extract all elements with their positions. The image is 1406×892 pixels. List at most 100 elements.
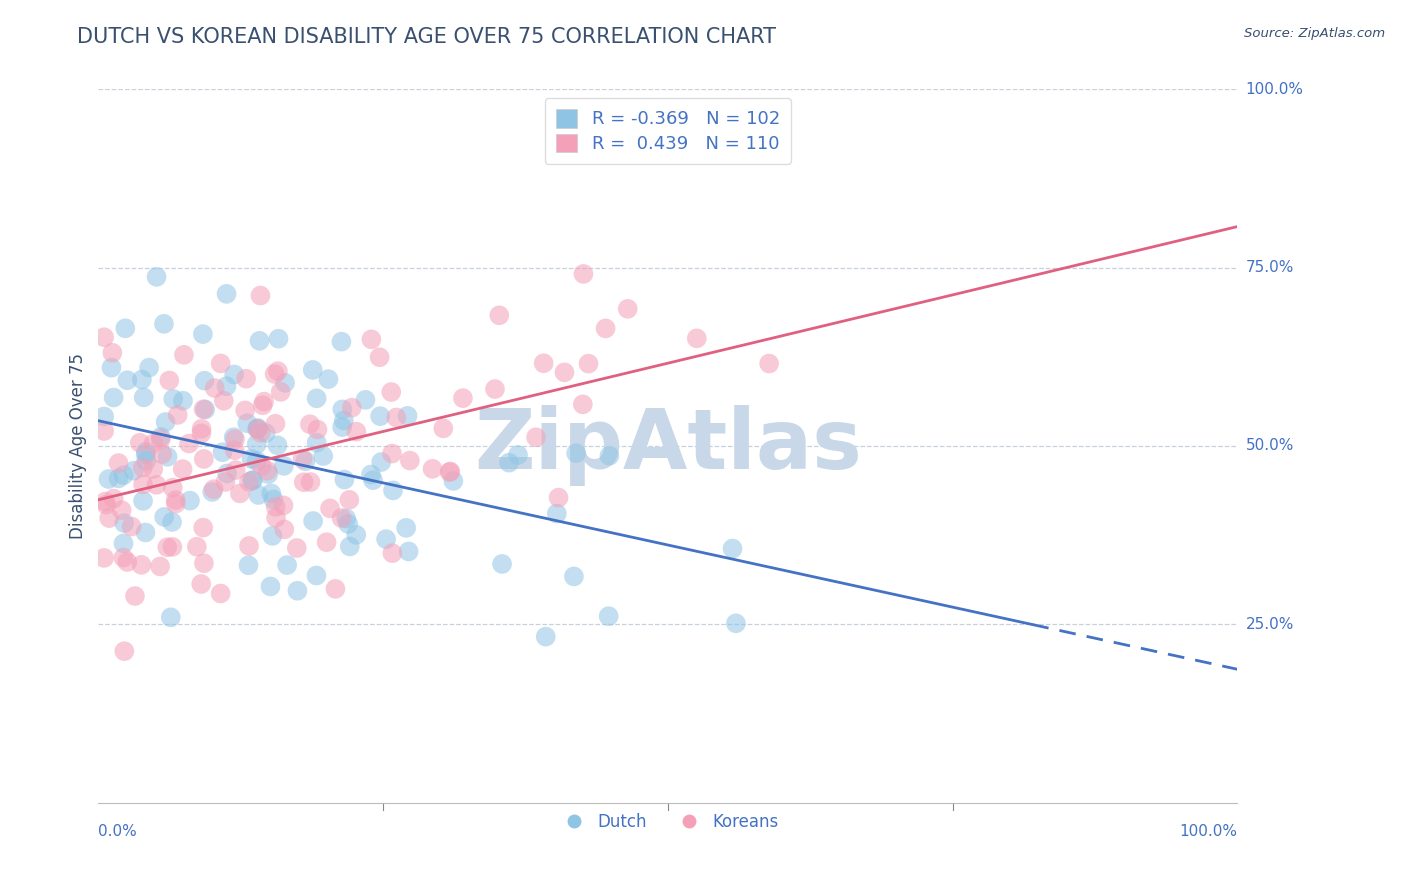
- Point: [249, 288, 271, 302]
- Point: [209, 356, 232, 370]
- Point: [238, 539, 260, 553]
- Point: [240, 474, 263, 488]
- Point: [246, 437, 269, 451]
- Point: [191, 327, 214, 342]
- Point: [142, 436, 165, 450]
- Point: [337, 516, 360, 531]
- Point: [264, 417, 287, 431]
- Point: [578, 357, 600, 371]
- Point: [301, 363, 323, 377]
- Legend: Dutch, Koreans: Dutch, Koreans: [551, 806, 785, 838]
- Point: [238, 475, 260, 489]
- Point: [94, 494, 117, 508]
- Point: [121, 519, 143, 533]
- Text: Source: ZipAtlas.com: Source: ZipAtlas.com: [1244, 27, 1385, 40]
- Point: [93, 550, 115, 565]
- Point: [107, 471, 129, 485]
- Point: [498, 456, 520, 470]
- Point: [368, 409, 391, 424]
- Point: [240, 451, 263, 466]
- Point: [385, 410, 408, 425]
- Point: [686, 331, 709, 345]
- Point: [333, 473, 356, 487]
- Point: [194, 402, 217, 417]
- Point: [122, 464, 145, 478]
- Point: [254, 425, 277, 440]
- Point: [112, 516, 135, 530]
- Point: [155, 415, 177, 429]
- Point: [212, 393, 235, 408]
- Point: [153, 317, 176, 331]
- Point: [339, 540, 361, 554]
- Point: [138, 360, 160, 375]
- Point: [344, 425, 367, 439]
- Point: [299, 475, 322, 489]
- Point: [524, 430, 547, 444]
- Point: [340, 401, 363, 415]
- Point: [375, 532, 398, 546]
- Point: [117, 373, 139, 387]
- Point: [273, 499, 295, 513]
- Point: [381, 446, 404, 460]
- Point: [93, 330, 115, 344]
- Point: [224, 368, 246, 382]
- Point: [128, 435, 150, 450]
- Point: [276, 558, 298, 573]
- Point: [380, 384, 402, 399]
- Point: [256, 464, 278, 478]
- Text: 100.0%: 100.0%: [1180, 824, 1237, 839]
- Point: [165, 497, 187, 511]
- Point: [266, 438, 288, 452]
- Point: [159, 610, 181, 624]
- Point: [132, 390, 155, 404]
- Point: [259, 579, 281, 593]
- Point: [193, 556, 215, 570]
- Point: [238, 558, 260, 573]
- Point: [100, 360, 122, 375]
- Point: [273, 522, 295, 536]
- Point: [246, 421, 269, 435]
- Point: [361, 473, 384, 487]
- Point: [135, 447, 157, 461]
- Point: [291, 451, 314, 466]
- Point: [149, 432, 172, 446]
- Text: ZipAtlas: ZipAtlas: [474, 406, 862, 486]
- Point: [149, 559, 172, 574]
- Point: [132, 460, 155, 475]
- Point: [330, 334, 353, 349]
- Point: [132, 494, 155, 508]
- Point: [135, 445, 157, 459]
- Point: [325, 582, 347, 596]
- Point: [572, 267, 595, 281]
- Point: [157, 374, 180, 388]
- Point: [439, 465, 461, 479]
- Point: [142, 462, 165, 476]
- Point: [264, 500, 287, 514]
- Point: [131, 373, 153, 387]
- Point: [160, 515, 183, 529]
- Point: [242, 473, 264, 487]
- Point: [305, 568, 328, 582]
- Point: [547, 491, 569, 505]
- Point: [246, 422, 269, 436]
- Point: [395, 521, 418, 535]
- Point: [370, 455, 392, 469]
- Text: 50.0%: 50.0%: [1246, 439, 1294, 453]
- Point: [305, 392, 328, 406]
- Point: [214, 475, 236, 489]
- Point: [132, 477, 155, 491]
- Point: [724, 616, 747, 631]
- Point: [172, 393, 194, 408]
- Point: [162, 540, 184, 554]
- Point: [246, 454, 269, 468]
- Point: [312, 449, 335, 463]
- Point: [190, 426, 212, 441]
- Point: [318, 372, 340, 386]
- Point: [202, 482, 225, 496]
- Point: [302, 514, 325, 528]
- Point: [534, 630, 557, 644]
- Point: [209, 586, 232, 600]
- Point: [546, 507, 568, 521]
- Point: [491, 557, 513, 571]
- Point: [422, 462, 444, 476]
